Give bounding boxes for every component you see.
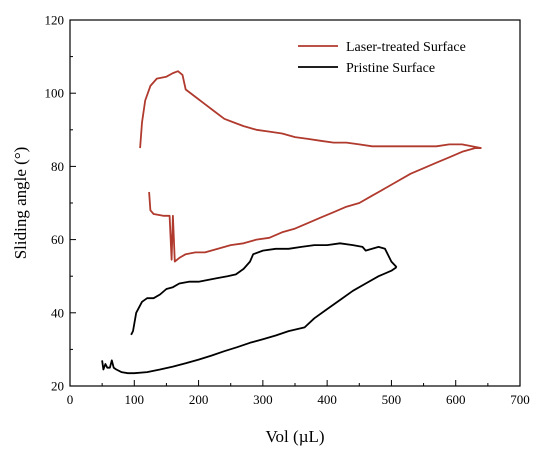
x-tick-label: 300 — [253, 392, 273, 407]
y-axis-title: Sliding angle (°) — [11, 147, 30, 260]
y-tick-label: 100 — [45, 86, 65, 101]
y-axis: 20 40 60 80 100 120 — [45, 13, 76, 394]
plot-frame — [69, 19, 521, 387]
x-tick-label: 400 — [317, 392, 337, 407]
laser-treated-surface-line — [148, 147, 482, 263]
pristine-surface-line — [101, 266, 398, 375]
plot-border — [69, 19, 521, 387]
x-tick-label: 600 — [446, 392, 466, 407]
y-tick-label: 20 — [51, 379, 64, 394]
legend-label: Laser-treated Surface — [346, 40, 466, 55]
pristine-surface-line — [130, 242, 398, 336]
x-axis: 0 100 200 300 400 500 600 700 — [67, 380, 530, 407]
x-tick-label: 700 — [510, 392, 530, 407]
x-tick-label: 100 — [125, 392, 145, 407]
legend-label: Pristine Surface — [346, 61, 435, 76]
x-tick-label: 0 — [67, 392, 74, 407]
laser-treated-surface-line — [139, 70, 482, 149]
x-tick-label: 500 — [382, 392, 402, 407]
series-layer — [101, 70, 482, 375]
y-tick-label: 60 — [51, 232, 64, 247]
y-tick-label: 40 — [51, 305, 64, 320]
x-tick-label: 200 — [189, 392, 209, 407]
x-axis-title: Vol (µL) — [265, 427, 324, 446]
y-tick-label: 120 — [45, 13, 65, 28]
legend: Laser-treated Surface Pristine Surface — [298, 40, 466, 76]
y-tick-label: 80 — [51, 159, 64, 174]
